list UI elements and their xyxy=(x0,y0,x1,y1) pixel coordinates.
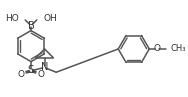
Text: HO: HO xyxy=(5,14,18,23)
Text: S: S xyxy=(28,65,34,75)
Text: O: O xyxy=(154,45,161,53)
Text: B: B xyxy=(28,21,34,31)
Text: OH: OH xyxy=(44,14,57,23)
Text: CH₃: CH₃ xyxy=(171,45,186,53)
Text: N: N xyxy=(41,62,48,72)
Text: O: O xyxy=(37,70,44,79)
Text: O: O xyxy=(18,70,25,79)
